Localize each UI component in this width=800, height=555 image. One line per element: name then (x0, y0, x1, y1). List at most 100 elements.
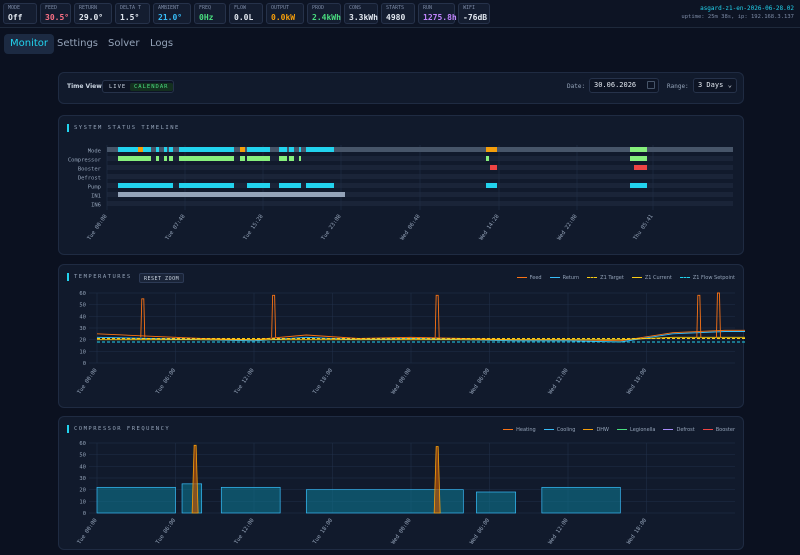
legend-label: DHW (596, 427, 609, 433)
timeline-tick-label: Tue 07:48 (165, 214, 187, 242)
timeline-bar (486, 156, 489, 161)
timeline-row-label: Compressor (68, 158, 102, 164)
timeline-bar (118, 147, 138, 152)
legend-swatch (503, 429, 514, 430)
cooling-area (541, 486, 621, 514)
legend-item[interactable]: Return (549, 275, 580, 281)
x-tick-label: Tue 18:00 (312, 518, 334, 546)
tab-logs[interactable]: Logs (150, 38, 174, 49)
date-label: Date: (567, 83, 586, 90)
main-nav: Monitor Settings Solver Logs (0, 32, 800, 56)
y-tick-label: 10 (79, 349, 86, 355)
legend-item[interactable]: Booster (702, 427, 735, 433)
temperatures-panel: TEMPERATURES RESET ZOOM Feed Return Z1 Tar… (58, 264, 745, 408)
legend-label: Z1 Target (600, 275, 624, 281)
legend-label: Cooling (556, 427, 576, 433)
legend-item[interactable]: Heating (503, 427, 536, 433)
feed-spike (434, 294, 440, 338)
timeline-bar (143, 156, 151, 161)
legend-item[interactable]: Cooling (543, 427, 576, 433)
timeline-bar (107, 147, 733, 152)
legend-item[interactable]: Legionella (617, 427, 655, 433)
pulse-icon: FREQ (199, 5, 212, 11)
x-tick-label: Wed 18:00 (626, 518, 648, 546)
y-tick-label: 50 (79, 453, 86, 459)
timeline-bar (306, 183, 334, 188)
status-prod-value: 2.4kWh (312, 13, 341, 22)
legend-label: Heating (516, 427, 536, 433)
y-tick-label: 10 (79, 499, 86, 505)
range-label: Range: (667, 83, 689, 90)
status-output: OUTPUT 0.0kW (266, 3, 304, 24)
timeline-bar (179, 147, 234, 152)
frequency-legend: Heating Cooling DHW Legionella Defrost Booste… (495, 427, 735, 433)
timeline-bar (630, 147, 647, 152)
tab-solver[interactable]: Solver (108, 38, 140, 49)
cooling-area (305, 489, 464, 514)
frequency-chart: 0 10 20 30 40 50 60 Tue 00:00 Tue 06:00 Tue 12:00… (77, 441, 735, 546)
feed-spike (696, 294, 702, 338)
live-button[interactable]: LIVE (109, 84, 127, 90)
time-view-label: Time View: (67, 83, 105, 90)
timeline-bar (118, 183, 173, 188)
timeline-bar (247, 147, 270, 152)
timeline-tick-label: Wed 22:08 (557, 214, 579, 242)
legend-label: Return (562, 275, 580, 281)
status-cons: CONS 3.3kWh (344, 3, 378, 24)
timeline-bar (169, 147, 173, 152)
legend-label: Defrost (676, 427, 695, 433)
status-return-value: 29.0° (79, 13, 104, 22)
reset-zoom-button[interactable]: RESET ZOOM (139, 273, 185, 283)
x-tick-label: Wed 18:00 (626, 368, 648, 396)
y-tick-label: 30 (79, 326, 86, 332)
range-value: 3 Days (698, 81, 724, 89)
plug-icon: CONS (349, 5, 362, 11)
timeline-bar (490, 165, 497, 170)
status-feed-value: 30.5° (45, 13, 70, 22)
legend-item[interactable]: DHW (583, 427, 609, 433)
y-tick-label: 20 (79, 488, 86, 494)
timeline-bar (164, 156, 167, 161)
status-run-value: 1275.8h (423, 13, 457, 22)
timeline-tick-label: Wed 14:28 (479, 214, 501, 242)
calendar-button[interactable]: CALENDAR (130, 83, 173, 91)
timeline-row-label: Mode (88, 149, 101, 155)
timeline-bar (279, 183, 301, 188)
timeline-title: SYSTEM STATUS TIMELINE (67, 124, 180, 132)
status-feed: FEED 30.5° (40, 3, 71, 24)
timeline-bar (299, 147, 301, 152)
status-timeline-panel: SYSTEM STATUS TIMELINE Mode Compressor Boo… (58, 115, 744, 255)
y-tick-label: 0 (83, 511, 86, 517)
timeline-bar (240, 147, 245, 152)
y-tick-label: 50 (79, 303, 86, 309)
y-tick-label: 40 (79, 464, 86, 470)
date-field[interactable]: 30.06.2026 (589, 78, 659, 93)
feed-spike (271, 294, 277, 338)
status-return: RETURN 29.0° (74, 3, 112, 24)
legend-item[interactable]: Z1 Target (587, 275, 624, 281)
calendar-icon[interactable] (647, 81, 655, 89)
tab-monitor[interactable]: Monitor (4, 34, 55, 54)
x-tick-label: Tue 06:00 (155, 368, 177, 396)
status-prod: PROD 2.4kWh (307, 3, 341, 24)
legend-item[interactable]: Z1 Flow Setpoint (679, 275, 735, 281)
timeline-bar (156, 156, 159, 161)
legend-label: Booster (715, 427, 735, 433)
status-output-value: 0.0kW (271, 13, 296, 22)
timeline-row-label: Defrost (78, 176, 101, 182)
legend-item[interactable]: Defrost (663, 427, 695, 433)
legend-swatch (543, 429, 554, 430)
x-tick-label: Tue 00:00 (77, 368, 99, 396)
legend-item[interactable]: Feed (516, 275, 542, 281)
ambient-icon: AMBIENT (158, 5, 180, 11)
status-flow: FLOW 0.0L (229, 3, 263, 24)
timeline-row-label: IN1 (91, 194, 101, 200)
feed-spike (140, 298, 146, 338)
legend-item[interactable]: Z1 Current (631, 275, 672, 281)
timeline-bar (630, 183, 647, 188)
status-cons-value: 3.3kWh (349, 13, 378, 22)
x-tick-label: Wed 00:00 (391, 368, 413, 396)
y-tick-label: 30 (79, 476, 86, 482)
range-select[interactable]: 3 Days ⌄ (693, 78, 737, 93)
tab-settings[interactable]: Settings (57, 38, 99, 49)
